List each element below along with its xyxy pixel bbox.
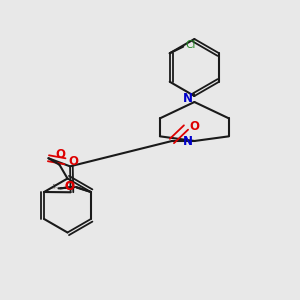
Text: N: N — [183, 135, 193, 148]
Text: O: O — [65, 180, 75, 194]
Text: O: O — [64, 180, 74, 193]
Text: methoxy: methoxy — [54, 186, 60, 188]
Text: methoxy: methoxy — [53, 184, 59, 185]
Text: Cl: Cl — [185, 40, 196, 50]
Text: methoxy: methoxy — [50, 188, 56, 189]
Text: N: N — [183, 92, 193, 105]
Text: O: O — [189, 120, 199, 134]
Text: methoxy: methoxy — [59, 187, 66, 188]
Text: O: O — [68, 155, 79, 168]
Text: O: O — [56, 148, 66, 161]
